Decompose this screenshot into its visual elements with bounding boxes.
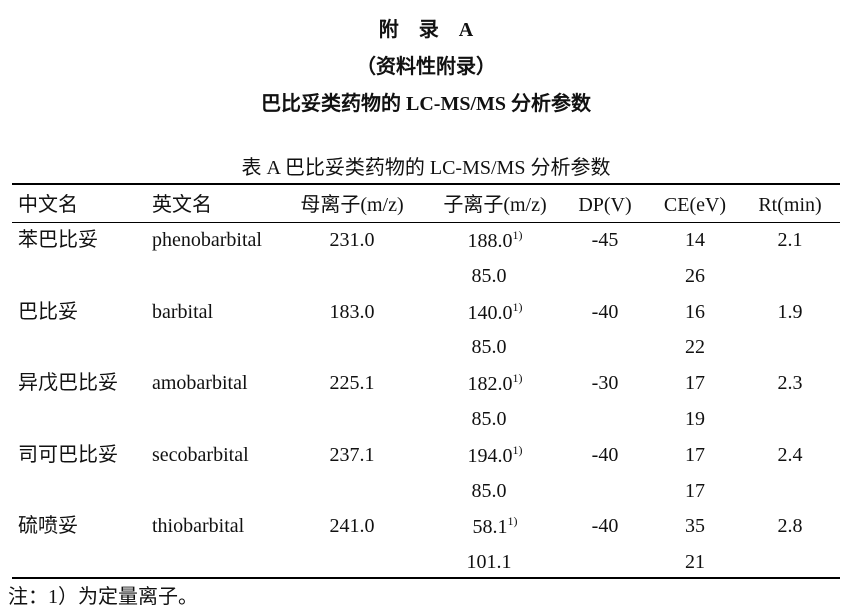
product-ion: 85.0 bbox=[472, 409, 507, 429]
product-ion-mz: 188.0 bbox=[467, 230, 513, 252]
subtitle: （资料性附录） bbox=[356, 56, 496, 78]
rt-value: 2.1 bbox=[777, 229, 803, 251]
english-name: phenobarbital bbox=[152, 229, 262, 251]
rt-value: 1.9 bbox=[777, 300, 803, 323]
ce-value: 16 bbox=[685, 300, 705, 323]
title: 附 录 A bbox=[378, 19, 474, 41]
dp-value: -40 bbox=[591, 300, 619, 323]
rt-value: 2.4 bbox=[777, 443, 803, 466]
dp-value: -40 bbox=[591, 515, 619, 538]
table-caption: 表 A 巴比妥类药物的 LC-MS/MS 分析参数 bbox=[241, 157, 611, 179]
header-rule bbox=[12, 222, 840, 223]
dp-value: -40 bbox=[591, 443, 619, 466]
top-rule bbox=[12, 183, 840, 185]
ce-value: 26 bbox=[685, 264, 705, 287]
ce-value: 17 bbox=[685, 372, 705, 395]
ce-value: 35 bbox=[685, 515, 705, 538]
product-ion: 188.01) bbox=[468, 229, 523, 251]
note-mark: 1) bbox=[507, 514, 518, 529]
english-name: thiobarbital bbox=[152, 515, 245, 538]
product-ion-mz: 182.0 bbox=[467, 373, 513, 396]
column-header: DP(V) bbox=[578, 194, 632, 216]
product-ion-mz: 85.0 bbox=[471, 408, 507, 430]
note-mark: 1) bbox=[512, 299, 523, 314]
column-header: 母离子(m/z) bbox=[300, 194, 404, 216]
ce-value: 17 bbox=[685, 479, 705, 502]
ce-value: 17 bbox=[685, 443, 705, 466]
english-name: amobarbital bbox=[152, 372, 248, 395]
ce-value: 21 bbox=[685, 551, 705, 574]
column-header: CE(eV) bbox=[663, 194, 727, 216]
english-name: secobarbital bbox=[152, 443, 249, 466]
column-header: 英文名 bbox=[152, 194, 212, 216]
bottom-rule bbox=[12, 577, 840, 579]
parent-ion: 237.1 bbox=[329, 443, 375, 466]
parent-ion: 225.1 bbox=[329, 372, 375, 395]
rt-value: 2.8 bbox=[777, 515, 803, 538]
column-header: 中文名 bbox=[18, 194, 78, 216]
product-ion: 101.1 bbox=[467, 552, 512, 572]
product-ion: 194.01) bbox=[468, 444, 523, 466]
note-mark: 1) bbox=[512, 371, 523, 386]
parent-ion: 241.0 bbox=[329, 515, 375, 538]
ce-value: 19 bbox=[685, 408, 705, 430]
chinese-name: 硫喷妥 bbox=[18, 515, 78, 538]
note-mark: 1) bbox=[512, 228, 523, 242]
rt-value: 2.3 bbox=[777, 372, 803, 395]
dp-value: -45 bbox=[591, 229, 619, 251]
chinese-name: 巴比妥 bbox=[18, 300, 78, 323]
product-ion: 182.01) bbox=[468, 372, 523, 394]
column-header: Rt(min) bbox=[758, 194, 822, 216]
product-ion-mz: 58.1 bbox=[472, 516, 508, 539]
ce-value: 22 bbox=[685, 336, 705, 359]
product-ion: 140.01) bbox=[468, 301, 523, 323]
column-header: 子离子(m/z) bbox=[443, 194, 547, 216]
english-name: barbital bbox=[152, 300, 214, 323]
chinese-name: 苯巴比妥 bbox=[18, 229, 98, 251]
dp-value: -30 bbox=[591, 372, 619, 395]
product-ion: 85.0 bbox=[472, 481, 507, 501]
product-ion-mz: 101.1 bbox=[466, 551, 512, 574]
chinese-name: 异戊巴比妥 bbox=[18, 372, 118, 395]
ce-value: 14 bbox=[685, 229, 705, 251]
product-ion-mz: 85.0 bbox=[471, 264, 507, 287]
product-ion-mz: 140.0 bbox=[467, 301, 513, 324]
product-ion-mz: 194.0 bbox=[467, 444, 513, 467]
product-ion: 85.0 bbox=[472, 266, 507, 286]
product-ion: 85.0 bbox=[472, 337, 507, 357]
product-ion-mz: 85.0 bbox=[471, 336, 507, 359]
chinese-name: 司可巴比妥 bbox=[18, 443, 118, 466]
footnote: 注：1）为定量离子。 bbox=[8, 586, 198, 608]
heading: 巴比妥类药物的 LC-MS/MS 分析参数 bbox=[261, 93, 591, 115]
parent-ion: 183.0 bbox=[329, 300, 375, 323]
parent-ion: 231.0 bbox=[329, 229, 375, 251]
note-mark: 1) bbox=[512, 442, 523, 457]
product-ion: 58.11) bbox=[473, 515, 518, 537]
product-ion-mz: 85.0 bbox=[471, 479, 507, 502]
